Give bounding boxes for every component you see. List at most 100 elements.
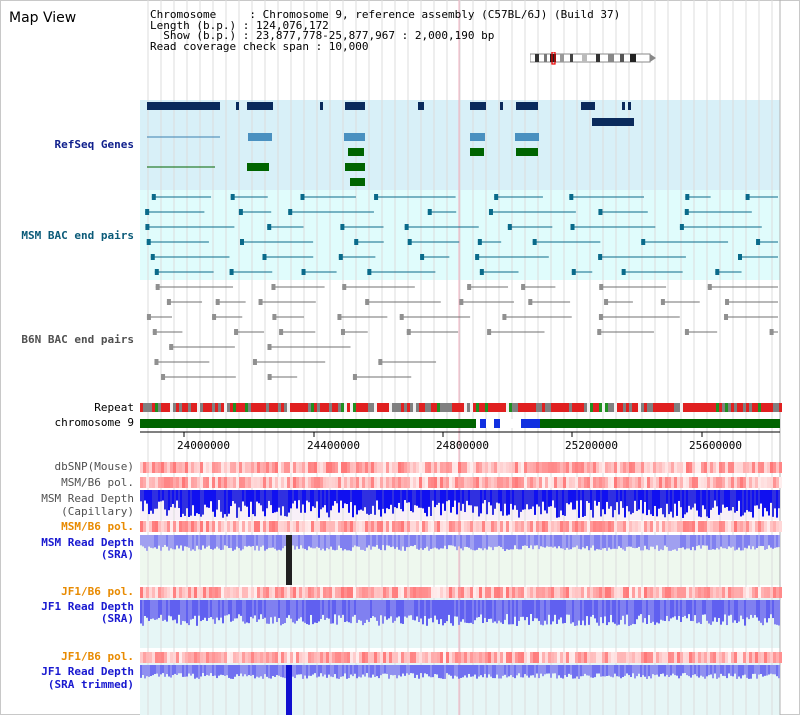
repeat-block (248, 403, 251, 412)
msm-depth-cap-bar (430, 490, 432, 516)
jf1-depth-trim-bar (618, 665, 620, 677)
repeat-block (254, 403, 257, 412)
jf1-depth-sra-bar (502, 600, 504, 624)
refseq-gene (516, 148, 538, 156)
dbsnp-cell (308, 462, 311, 473)
msm-depth-cap-bar (148, 490, 150, 515)
msm-pol-cell-2 (476, 521, 479, 532)
jf1-pol-cell (527, 587, 530, 598)
jf1-depth-trim-bar (142, 665, 144, 675)
msm-pol-cell-2 (578, 521, 581, 532)
msm-pol-cell-2 (194, 521, 197, 532)
dbsnp-cell (767, 462, 770, 473)
jf1-depth-trim-bar (522, 665, 524, 678)
msm-depth-sra-bar (208, 535, 210, 546)
jf1-pol-cell (305, 587, 308, 598)
msm-pol-cell-2 (731, 521, 734, 532)
msm-depth-sra-bar (748, 535, 750, 546)
jf1-depth-sra-bar (664, 600, 666, 621)
dbsnp-cell (311, 462, 314, 473)
jf1-depth-trim-bar (180, 665, 182, 674)
msm-bac-end (229, 269, 234, 275)
jf1-depth-trim-bar (480, 665, 482, 676)
msm-depth-cap-bar (438, 490, 440, 503)
msm-depth-sra-bar (158, 535, 160, 546)
msm-pol-cell (608, 477, 611, 488)
jf1-depth-trim-bar (406, 665, 408, 674)
jf1-pol-cell-2 (233, 652, 236, 663)
jf1-pol-cell-2 (206, 652, 209, 663)
msm-pol-cell-2 (449, 521, 452, 532)
msm-pol-cell (653, 477, 656, 488)
msm-depth-sra-bar (522, 535, 524, 546)
dbsnp-cell (644, 462, 647, 473)
msm-depth-cap-bar (204, 490, 206, 505)
jf1-depth-trim-bar (226, 665, 228, 676)
jf1-depth-sra-bar (594, 600, 596, 619)
msm-pol-cell-2 (593, 521, 596, 532)
msm-depth-sra-bar (598, 535, 600, 550)
msm-depth-sra-bar (508, 535, 510, 550)
msm-depth-sra-bar (574, 535, 576, 548)
msm-depth-sra-bar (240, 535, 242, 551)
msm-depth-cap-bar (268, 490, 270, 501)
msm-depth-cap-bar (358, 490, 360, 511)
msm-pol-cell (293, 477, 296, 488)
dbsnp-cell (542, 462, 545, 473)
msm-depth-cap-bar (400, 490, 402, 510)
jf1-pol-cell-2 (455, 652, 458, 663)
jf1-depth-trim-bar (182, 665, 184, 677)
jf1-depth-trim-bar (392, 665, 394, 676)
msm-depth-sra-bar (338, 535, 340, 546)
jf1-depth-trim-bar (186, 665, 188, 677)
jf1-pol-cell-2 (620, 652, 623, 663)
jf1-pol-cell (143, 587, 146, 598)
label-jf1-depth-sra: JF1 Read Depth (41, 600, 134, 613)
msm-depth-cap-bar (702, 490, 704, 506)
dbsnp-cell (689, 462, 692, 473)
msm-depth-sra-bar (744, 535, 746, 548)
jf1-depth-sra-bar (576, 600, 578, 626)
repeat-block (752, 403, 755, 412)
msm-depth-cap-bar (666, 490, 668, 504)
jf1-pol-cell (647, 587, 650, 598)
msm-pol-cell-2 (521, 521, 524, 532)
msm-depth-cap-bar (292, 490, 294, 504)
jf1-depth-sra-bar (508, 600, 510, 625)
jf1-depth-trim-bar (380, 665, 382, 676)
jf1-depth-trim-bar (416, 665, 418, 675)
dbsnp-cell (242, 462, 245, 473)
jf1-depth-sra-bar (178, 600, 180, 615)
msm-depth-cap-bar (778, 490, 780, 509)
msm-depth-sra-bar (602, 535, 604, 549)
msm-pol-cell (464, 477, 467, 488)
jf1-depth-trim-bar (284, 665, 286, 679)
jf1-pol-cell (563, 587, 566, 598)
jf1-pol-cell-2 (398, 652, 401, 663)
jf1-depth-trim-bar (300, 665, 302, 675)
repeat-block (155, 403, 158, 412)
jf1-pol-cell (608, 587, 611, 598)
msm-depth-cap-bar (300, 490, 302, 513)
chromosome-ideogram[interactable] (530, 52, 660, 66)
jf1-pol-cell-2 (686, 652, 689, 663)
msm-depth-sra-bar (584, 535, 586, 549)
repeat-block (329, 403, 332, 412)
msm-depth-sra-bar (344, 535, 346, 550)
dbsnp-cell (662, 462, 665, 473)
repeat-block (428, 403, 431, 412)
msm-depth-sra-bar (334, 535, 336, 551)
msm-pol-cell (149, 477, 152, 488)
repeat-block (767, 403, 770, 412)
msm-bac-end (154, 269, 159, 275)
msm-depth-sra-bar (216, 535, 218, 547)
msm-depth-sra-bar (244, 535, 246, 547)
jf1-pol-cell (779, 587, 782, 598)
msm-depth-sra-bar (544, 535, 546, 548)
repeat-block (197, 403, 200, 412)
jf1-pol-cell (776, 587, 779, 598)
msm-pol-cell (407, 477, 410, 488)
jf1-pol-cell-2 (542, 652, 545, 663)
jf1-depth-sra-bar (452, 600, 454, 626)
msm-pol-cell (263, 477, 266, 488)
